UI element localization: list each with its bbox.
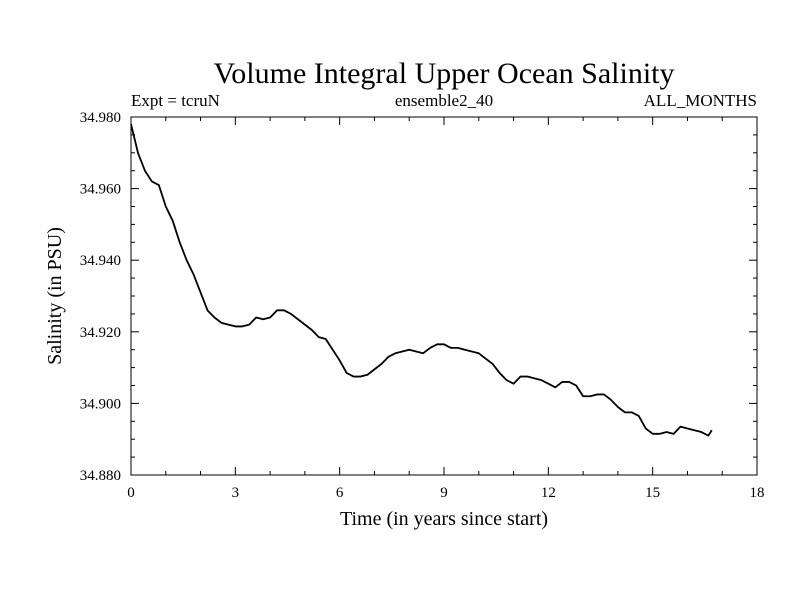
chart-subtitle-left: Expt = tcruN xyxy=(131,91,220,110)
y-tick-label: 34.980 xyxy=(80,110,121,126)
tick-labels: 0 3 6 9 12 15 18 34.880 34.900 34.920 34.940 34.960… xyxy=(80,110,765,501)
axis-ticks xyxy=(130,116,758,476)
x-axis-label: Time (in years since start) xyxy=(340,508,548,530)
y-tick-label: 34.940 xyxy=(80,253,121,269)
salinity-series-line xyxy=(130,123,713,437)
x-tick-label: 18 xyxy=(750,485,765,501)
x-tick-label: 6 xyxy=(336,485,344,501)
plot-frame xyxy=(130,116,758,476)
chart-subtitle-right: ALL_MONTHS xyxy=(644,91,757,110)
y-tick-label: 34.880 xyxy=(80,468,121,484)
y-tick-label: 34.920 xyxy=(80,325,121,341)
chart-title: Volume Integral Upper Ocean Salinity xyxy=(214,57,675,90)
x-tick-label: 15 xyxy=(645,485,660,501)
chart-subtitle-center: ensemble2_40 xyxy=(395,91,493,110)
x-tick-label: 12 xyxy=(541,485,556,501)
y-axis-label: Salinity (in PSU) xyxy=(44,227,66,365)
y-tick-label: 34.960 xyxy=(80,182,121,198)
y-tick-label: 34.900 xyxy=(80,396,121,412)
x-tick-label: 3 xyxy=(232,485,240,501)
x-tick-label: 9 xyxy=(440,485,448,501)
x-tick-label: 0 xyxy=(127,485,135,501)
